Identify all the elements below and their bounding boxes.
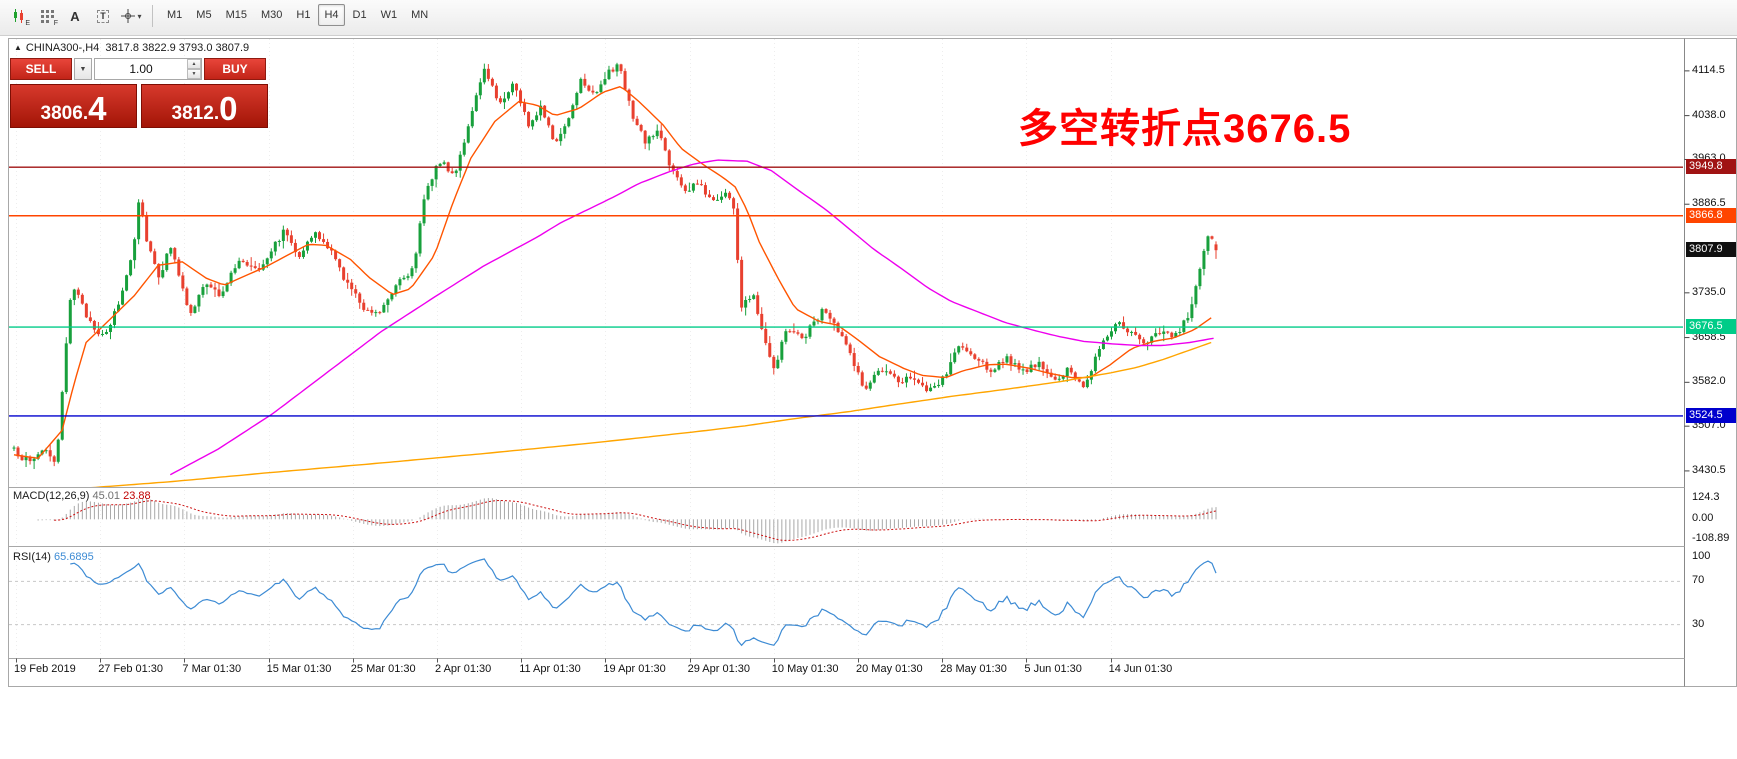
date-label: 29 Apr 01:30 bbox=[687, 663, 750, 675]
sell-price: 3806. bbox=[40, 103, 89, 124]
price-tick-label: 3430.5 bbox=[1692, 463, 1726, 476]
date-label: 7 Mar 01:30 bbox=[182, 663, 242, 675]
macd-main-value: 45.01 bbox=[92, 490, 121, 502]
level-price-badge: 3524.5 bbox=[1686, 407, 1736, 423]
date-label: 10 May 01:30 bbox=[771, 663, 839, 675]
price-tick-label: 3582.0 bbox=[1692, 375, 1726, 388]
macd-axis-label: 124.3 bbox=[1692, 491, 1720, 503]
sell-price-big-digit: 4 bbox=[88, 89, 107, 127]
date-label: 19 Feb 2019 bbox=[14, 663, 76, 675]
rsi-axis-label: 100 bbox=[1692, 550, 1711, 562]
timeframe-m1-button[interactable]: M1 bbox=[161, 4, 188, 26]
macd-axis-label: 0.00 bbox=[1692, 512, 1714, 525]
one-click-trading-panel: SELL ▼ ▲ ▼ BUY 3806.4 3812.0 bbox=[10, 58, 270, 130]
timeframe-d1-button[interactable]: D1 bbox=[347, 4, 373, 26]
sell-price-box[interactable]: 3806. 4 bbox=[10, 84, 137, 128]
candlestick-plot bbox=[12, 62, 1218, 487]
price-tick-label: 4038.0 bbox=[1692, 108, 1726, 121]
rsi-indicator-label: RSI(14) 65.6895 bbox=[13, 551, 94, 563]
timeframe-group: M1 M5 M15 M30 H1 H4 D1 W1 MN bbox=[161, 4, 434, 26]
macd-signal-value: 23.88 bbox=[123, 490, 151, 502]
crosshair-button[interactable]: ▾ bbox=[118, 4, 144, 28]
ma-mid bbox=[169, 159, 1214, 476]
price-tick-label: 4114.5 bbox=[1692, 63, 1725, 76]
volume-dropdown-button[interactable]: ▼ bbox=[74, 58, 92, 80]
volume-increase-button[interactable]: ▲ bbox=[187, 59, 201, 69]
chevron-down-icon: ▾ bbox=[137, 11, 142, 21]
volume-input[interactable] bbox=[95, 59, 187, 79]
ma-slow bbox=[90, 341, 1212, 487]
chart-annotation: 多空转折点3676.5 bbox=[1018, 107, 1352, 151]
buy-price-big-digit: 0 bbox=[219, 89, 238, 127]
date-label: 28 May 01:30 bbox=[940, 663, 1007, 675]
buy-price-box[interactable]: 3812. 0 bbox=[141, 84, 268, 128]
symbol-period-label: CHINA300-,H4 bbox=[25, 42, 100, 54]
price-tick-label: 3886.5 bbox=[1692, 197, 1726, 210]
main-toolbar: E F A T ▾ M1 M5 M1 bbox=[0, 0, 1737, 36]
macd-name: MACD(12,26,9) bbox=[13, 490, 90, 502]
date-label: 25 Mar 01:30 bbox=[350, 663, 416, 675]
date-label: 19 Apr 01:30 bbox=[603, 663, 666, 675]
volume-spinner: ▲ ▼ bbox=[187, 59, 201, 79]
rsi-value: 65.6895 bbox=[53, 551, 94, 563]
chart-marker-icon: ▲ bbox=[14, 43, 22, 52]
icon-sub-label: E bbox=[25, 20, 30, 27]
grid-button[interactable]: F bbox=[34, 4, 60, 28]
price-tick-label: 3735.0 bbox=[1692, 285, 1726, 298]
timeframe-mn-button[interactable]: MN bbox=[405, 4, 434, 26]
timeframe-m5-button[interactable]: M5 bbox=[190, 4, 217, 26]
grid-icon bbox=[41, 10, 54, 23]
timeframe-w1-button[interactable]: W1 bbox=[375, 4, 404, 26]
level-price-badge: 3866.8 bbox=[1686, 207, 1736, 223]
rsi-line bbox=[70, 558, 1217, 647]
sell-button[interactable]: SELL bbox=[10, 58, 72, 80]
rsi-name: RSI(14) bbox=[13, 551, 51, 563]
icon-sub-label: F bbox=[53, 20, 58, 27]
timeframe-m15-button[interactable]: M15 bbox=[220, 4, 253, 26]
date-label: 5 Jun 01:30 bbox=[1024, 663, 1082, 675]
volume-decrease-button[interactable]: ▼ bbox=[187, 69, 201, 79]
date-label: 2 Apr 01:30 bbox=[435, 663, 492, 675]
ohlc-values: 3817.8 3822.9 3793.0 3807.9 bbox=[105, 42, 250, 54]
toolbar-separator bbox=[152, 5, 153, 27]
level-price-badge: 3676.5 bbox=[1686, 319, 1736, 335]
text-box-button[interactable]: T bbox=[90, 4, 116, 28]
chart-header: ▲ CHINA300-,H4 3817.8 3822.9 3793.0 3807.… bbox=[14, 42, 249, 54]
boxed-t-icon: T bbox=[97, 9, 109, 23]
date-label: 11 Apr 01:30 bbox=[519, 663, 581, 675]
buy-button[interactable]: BUY bbox=[204, 58, 266, 80]
candlestick-icon bbox=[14, 9, 23, 23]
date-label: 14 Jun 01:30 bbox=[1108, 663, 1173, 675]
date-label: 20 May 01:30 bbox=[856, 663, 923, 675]
date-label: 27 Feb 01:30 bbox=[98, 663, 164, 675]
letter-a-icon: A bbox=[70, 8, 80, 24]
rsi-axis-label: 70 bbox=[1692, 574, 1705, 587]
text-label-button[interactable]: A bbox=[62, 4, 88, 28]
volume-field: ▲ ▼ bbox=[94, 58, 202, 80]
level-price-badge: 3949.8 bbox=[1686, 159, 1736, 175]
timeframe-h4-button[interactable]: H4 bbox=[318, 4, 345, 26]
macd-axis-label: -108.89 bbox=[1692, 532, 1730, 544]
current-price-badge: 3807.9 bbox=[1686, 242, 1736, 258]
date-label: 15 Mar 01:30 bbox=[266, 663, 332, 675]
rsi-axis-label: 30 bbox=[1692, 617, 1705, 630]
macd-indicator-label: MACD(12,26,9) 45.01 23.88 bbox=[13, 490, 151, 502]
ma-fast bbox=[13, 86, 1212, 460]
candlestick-chart-button[interactable]: E bbox=[6, 4, 32, 28]
timeframe-m30-button[interactable]: M30 bbox=[255, 4, 288, 26]
timeframe-h1-button[interactable]: H1 bbox=[290, 4, 316, 26]
buy-price: 3812. bbox=[171, 103, 220, 124]
crosshair-icon bbox=[121, 9, 136, 23]
